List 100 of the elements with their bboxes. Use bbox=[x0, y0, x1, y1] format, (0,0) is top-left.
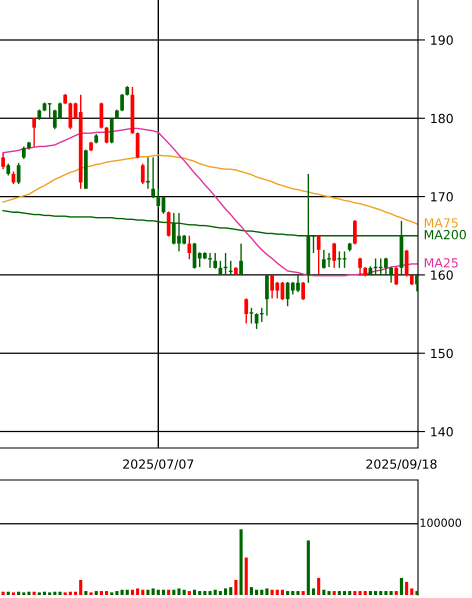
candlestick bbox=[63, 93, 68, 105]
candlestick bbox=[120, 93, 124, 112]
bar bbox=[22, 592, 26, 595]
bar bbox=[188, 591, 191, 595]
y-tick-label: 170 bbox=[431, 192, 453, 202]
candlestick bbox=[94, 133, 98, 144]
bar bbox=[110, 592, 114, 595]
bar bbox=[6, 592, 10, 595]
bar bbox=[198, 591, 202, 595]
candlestick bbox=[125, 85, 130, 96]
bar bbox=[84, 591, 88, 595]
bar bbox=[374, 591, 378, 595]
candlestick bbox=[415, 274, 418, 292]
y-tick-label: 150 bbox=[431, 348, 453, 358]
bar bbox=[182, 590, 186, 595]
bar bbox=[306, 540, 310, 595]
bar bbox=[100, 591, 103, 595]
bar bbox=[296, 591, 300, 595]
bar bbox=[68, 592, 72, 595]
bar bbox=[90, 592, 93, 595]
series-label: MA25 bbox=[424, 258, 458, 268]
candlestick bbox=[353, 219, 357, 246]
bar bbox=[32, 592, 36, 595]
bar bbox=[229, 587, 232, 595]
candlestick bbox=[16, 162, 20, 185]
bar bbox=[394, 591, 398, 595]
candlestick bbox=[394, 266, 398, 286]
y-tick-label: 140 bbox=[431, 427, 453, 436]
bar bbox=[126, 590, 129, 595]
candlestick bbox=[228, 260, 234, 275]
bar bbox=[203, 591, 206, 595]
candlestick bbox=[166, 210, 171, 238]
bar bbox=[250, 587, 253, 595]
candlestick bbox=[410, 274, 414, 286]
candlestick bbox=[363, 266, 368, 278]
bar bbox=[214, 590, 217, 595]
candlestick bbox=[316, 234, 321, 275]
candlestick bbox=[248, 307, 254, 324]
candlestick bbox=[326, 252, 332, 268]
bar bbox=[240, 529, 243, 595]
bar bbox=[342, 591, 346, 595]
candlestick bbox=[115, 108, 119, 120]
bar bbox=[115, 591, 118, 595]
bar bbox=[38, 592, 41, 595]
bar bbox=[260, 590, 264, 595]
bar bbox=[302, 591, 305, 595]
bar bbox=[162, 590, 166, 595]
candlestick bbox=[342, 250, 348, 269]
candlestick bbox=[187, 235, 192, 260]
bar bbox=[348, 591, 352, 595]
candlestick bbox=[301, 281, 306, 301]
bar bbox=[58, 592, 62, 595]
candlestick bbox=[6, 162, 10, 176]
bar bbox=[12, 592, 15, 595]
bar bbox=[192, 590, 196, 595]
candlestick bbox=[104, 126, 108, 144]
bar bbox=[400, 578, 403, 595]
bar bbox=[364, 591, 367, 595]
bar bbox=[74, 592, 78, 595]
bar bbox=[53, 592, 56, 595]
bar bbox=[152, 588, 155, 595]
y-tick-label: 160 bbox=[431, 270, 453, 280]
bar bbox=[48, 592, 52, 595]
candlestick bbox=[32, 116, 36, 148]
bar bbox=[130, 590, 134, 595]
bar bbox=[167, 590, 170, 595]
bar bbox=[276, 590, 279, 595]
bar bbox=[2, 592, 5, 595]
bar bbox=[94, 591, 98, 595]
bar bbox=[317, 578, 320, 595]
bar bbox=[405, 582, 408, 595]
bar bbox=[42, 592, 46, 595]
candlestick bbox=[151, 156, 155, 199]
bar bbox=[146, 590, 150, 595]
bar bbox=[390, 591, 393, 595]
bar bbox=[177, 588, 181, 595]
candlestick bbox=[265, 274, 269, 316]
candlestick bbox=[12, 170, 16, 185]
bar bbox=[322, 590, 326, 595]
bar bbox=[79, 580, 82, 595]
bar bbox=[224, 588, 228, 595]
bar bbox=[234, 580, 238, 595]
series-label: MA75 bbox=[424, 218, 458, 228]
candlestick bbox=[368, 266, 372, 276]
x-tick-label: 2025/09/18 bbox=[366, 459, 437, 470]
bar bbox=[358, 591, 362, 595]
candlestick bbox=[207, 252, 213, 269]
bar bbox=[218, 591, 222, 595]
bar bbox=[312, 588, 316, 595]
bar bbox=[265, 588, 268, 595]
candlestick bbox=[146, 156, 150, 190]
candlestick bbox=[1, 152, 5, 170]
candlestick bbox=[239, 242, 243, 276]
bar bbox=[17, 592, 20, 595]
text: 100000 bbox=[420, 518, 462, 527]
candlestick bbox=[22, 146, 26, 160]
candlestick bbox=[89, 141, 93, 152]
x-tick-label: 2025/07/07 bbox=[123, 459, 194, 470]
bar bbox=[120, 590, 124, 595]
bar bbox=[379, 591, 382, 595]
